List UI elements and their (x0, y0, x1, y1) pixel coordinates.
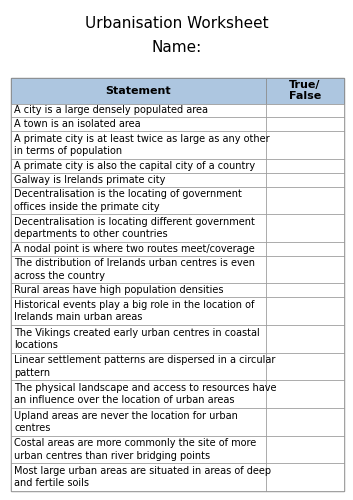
Bar (266, 380, 344, 408)
Text: Statement: Statement (106, 86, 171, 96)
Bar (11, 186, 266, 214)
Bar (266, 352, 344, 380)
Bar (266, 242, 344, 256)
Bar (11, 242, 266, 256)
Text: Urbanisation Worksheet: Urbanisation Worksheet (85, 16, 268, 31)
Bar (266, 118, 344, 131)
Bar (11, 436, 266, 464)
Bar (266, 284, 344, 298)
Bar (266, 159, 344, 172)
Bar (266, 256, 344, 283)
Bar (266, 172, 344, 186)
Text: Historical events play a big role in the location of
Irelands main urban areas: Historical events play a big role in the… (14, 300, 255, 322)
Text: The Vikings created early urban centres in coastal
locations: The Vikings created early urban centres … (14, 328, 260, 350)
Bar (11, 256, 266, 283)
Bar (11, 214, 266, 242)
Bar (266, 104, 344, 118)
Text: A primate city is also the capital city of a country: A primate city is also the capital city … (14, 161, 255, 171)
Bar (11, 352, 266, 380)
Bar (266, 78, 344, 104)
Bar (11, 284, 266, 298)
Text: A nodal point is where two routes meet/coverage: A nodal point is where two routes meet/c… (14, 244, 255, 254)
Bar (266, 214, 344, 242)
Bar (11, 78, 344, 491)
Bar (11, 78, 266, 104)
Text: The physical landscape and access to resources have
an influence over the locati: The physical landscape and access to res… (14, 383, 277, 406)
Bar (266, 298, 344, 325)
Text: Galway is Irelands primate city: Galway is Irelands primate city (14, 174, 166, 184)
Bar (11, 159, 266, 172)
Bar (11, 131, 266, 159)
Bar (11, 172, 266, 186)
Text: A city is a large densely populated area: A city is a large densely populated area (14, 106, 208, 116)
Bar (266, 325, 344, 352)
Text: True/
False: True/ False (289, 80, 321, 102)
Bar (11, 104, 266, 118)
Bar (11, 408, 266, 436)
Bar (266, 436, 344, 464)
Bar (266, 408, 344, 436)
Text: Rural areas have high population densities: Rural areas have high population densiti… (14, 286, 223, 296)
Bar (11, 118, 266, 131)
Text: The distribution of Irelands urban centres is even
across the country: The distribution of Irelands urban centr… (14, 258, 255, 281)
Bar (11, 325, 266, 352)
Bar (11, 380, 266, 408)
Bar (266, 186, 344, 214)
Bar (11, 464, 266, 491)
Text: Decentralisation is the locating of government
offices inside the primate city: Decentralisation is the locating of gove… (14, 189, 242, 212)
Text: Name:: Name: (151, 40, 202, 55)
Text: Linear settlement patterns are dispersed in a circular
pattern: Linear settlement patterns are dispersed… (14, 355, 275, 378)
Text: A primate city is at least twice as large as any other
in terms of population: A primate city is at least twice as larg… (14, 134, 270, 156)
Text: Upland areas are never the location for urban
centres: Upland areas are never the location for … (14, 410, 238, 433)
Bar (266, 464, 344, 491)
Bar (11, 298, 266, 325)
Text: Costal areas are more commonly the site of more
urban centres than river bridgin: Costal areas are more commonly the site … (14, 438, 256, 460)
Text: Decentralisation is locating different government
departments to other countries: Decentralisation is locating different g… (14, 217, 255, 240)
Text: A town is an isolated area: A town is an isolated area (14, 120, 141, 130)
Text: Most large urban areas are situated in areas of deep
and fertile soils: Most large urban areas are situated in a… (14, 466, 271, 488)
Bar (266, 131, 344, 159)
